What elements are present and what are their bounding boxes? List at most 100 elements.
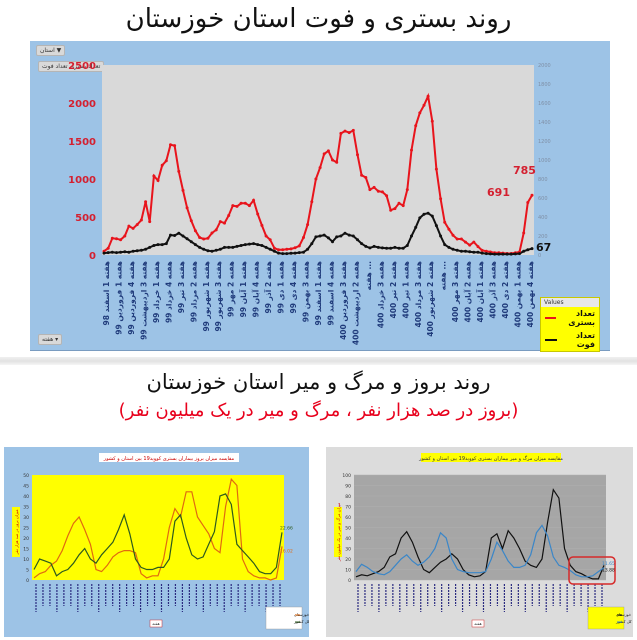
data-point [414,124,418,128]
data-point [177,231,181,235]
data-point [181,234,185,238]
y-axis-label: میزان مرگ و میر در یک میلیون نفر [336,503,341,563]
data-point [410,148,413,152]
data-point [144,247,148,251]
data-point [480,248,484,252]
data-point [139,248,143,252]
y2-tick-label: 2000 [538,63,551,69]
data-point [110,236,114,240]
data-point [331,158,334,162]
x-tick-label: هفته 3 فروردین 400 [339,261,348,340]
data-point [189,219,193,223]
incidence-comparison-chart: مقایسه میزان بروز بیماران بستری کووید19 … [4,447,309,637]
data-point [193,229,197,233]
data-point [530,247,534,251]
data-point [235,204,239,208]
data-point [119,238,123,242]
data-point [397,201,401,205]
field-button-hosp[interactable]: تعداد بستری [69,63,101,70]
data-point [252,198,256,202]
data-point [405,244,409,247]
data-point [376,189,380,193]
x-tick-label: هفته 3 بهمن 99 [302,261,311,322]
series-line [33,493,283,577]
y-tick-label: 1500 [68,137,96,148]
data-point [289,251,293,255]
data-point [102,251,106,255]
data-point [347,131,351,135]
data-point [430,119,434,123]
data-point [385,246,389,250]
x-axis-label: هفته [152,621,159,626]
x-tick-label: هفته 1 فروردین 99 [114,261,123,335]
x-tick-label: هفته 4 فروردین 99 [127,261,136,335]
data-point [464,240,467,244]
data-point [430,214,434,218]
data-point [343,129,347,133]
data-point [447,245,451,249]
data-point [335,235,339,239]
data-point [268,238,272,242]
y-tick-label: 100 [342,473,351,479]
x-tick-label: هفته 4 آبان 99 [251,261,261,317]
x-tick-label: هفته 3 مرداد 400 [414,261,423,328]
page-subtitle-bottom: (بروز در صد هزار نفر ، مرگ و میر در یک م… [118,400,519,421]
data-point [368,188,372,192]
data-point [106,251,110,255]
data-point [351,128,355,132]
data-point [393,245,397,249]
data-point [401,246,405,250]
field-button-death[interactable]: تعداد فوت [42,63,68,70]
data-point [447,227,451,231]
province-filter-button[interactable]: ▼ استان [36,45,66,56]
data-point [243,201,247,205]
data-point [214,228,218,232]
data-point [335,160,339,164]
series-line [33,477,283,581]
page-title-bottom: روند بروز و مرگ و میر استان خوزستان [146,370,491,394]
annotation-death-last: 67 [536,241,551,254]
data-point [368,246,372,250]
data-point [339,234,343,238]
y-tick-label: 2000 [68,99,96,110]
x-tick-label: هفته 1 اسفند 98 [102,261,111,325]
data-point [123,234,127,238]
data-point [455,248,459,252]
x-tick-label: هفته 2 مرداد 99 [189,261,198,322]
x-tick-label: هفته 3 خرداد 400 [376,261,385,328]
data-point [135,223,139,227]
y2-tick-label: 400 [538,215,548,221]
week-filter-button[interactable]: ▾ هفته [38,334,63,345]
data-point [123,250,127,254]
last-value-label: 22.66 [280,525,293,531]
hospitalization-chart-panel: ▼ استان تعداد بستری تعداد فوت ▾ هفته 0 50… [30,41,610,352]
data-point [493,252,497,256]
data-point [202,247,206,251]
data-point [115,237,118,241]
y-tick-label: 2500 [68,61,96,72]
mortality-comparison-chart: مقایسه میزان مرگ و میر بیماران بستری کوو… [326,447,633,637]
dropdown-icon: ▾ [53,336,59,343]
data-point [318,166,322,170]
y-tick-label: 0 [348,578,351,584]
x-tick-label: هفته 3 تیر 99 [177,261,186,313]
data-point [247,242,251,246]
y-tick-label: 45 [23,484,29,490]
y-tick-label: 5 [26,568,29,574]
data-point [530,193,534,197]
data-point [306,247,310,251]
y-tick-label: 20 [345,557,351,563]
data-point [231,245,235,249]
data-point [164,159,168,163]
x-tick-label: هفته 1 خرداد 99 [152,261,161,323]
data-point [314,177,318,181]
data-point [397,246,401,250]
data-point [223,245,226,249]
data-point [181,188,185,192]
data-point [439,197,443,201]
main-line-chart: 0 500 1000 1500 2000 2500 0 200 400 600 800 1000 120… [68,61,551,345]
data-point [148,220,152,224]
red-line-marker-icon [545,317,556,319]
y-tick-label: 90 [345,484,351,490]
chart-title-box [421,453,561,462]
